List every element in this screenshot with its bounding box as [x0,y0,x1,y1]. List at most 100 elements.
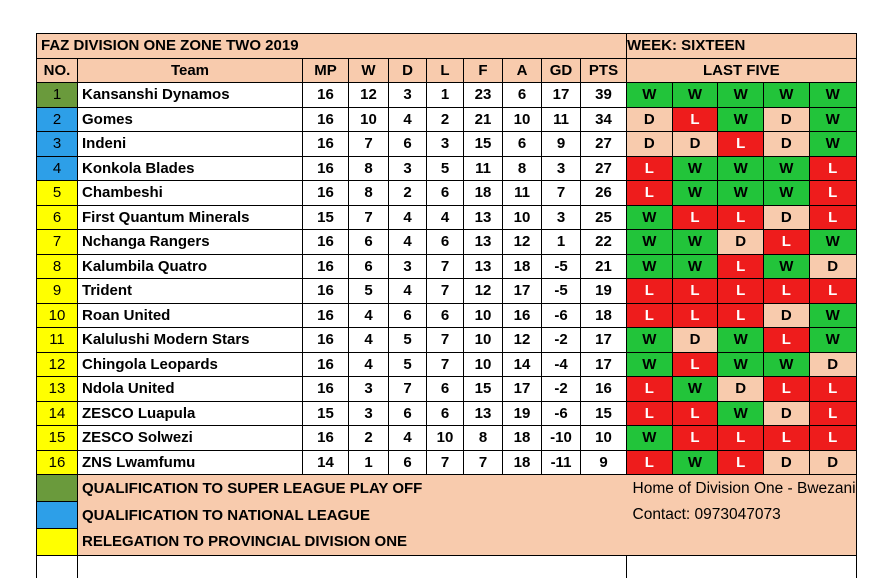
stat-l: 6 [426,400,464,426]
stat-pts: 39 [580,82,627,108]
stat-f: 10 [463,302,503,328]
position-cell: 9 [36,278,78,304]
position-cell: 15 [36,425,78,451]
stat-f: 10 [463,327,503,353]
result-badge: W [626,253,673,279]
result-badge: D [626,106,673,132]
header-l: L [426,57,464,83]
stat-mp: 16 [302,106,349,132]
result-badge: D [671,131,719,157]
stat-gd: 11 [541,106,581,132]
stat-w: 4 [348,302,389,328]
result-badge: W [626,425,673,451]
team-name: First Quantum Minerals [77,204,303,230]
result-badge: W [626,327,673,353]
result-badge: D [763,449,810,475]
team-name: ZESCO Luapula [77,400,303,426]
stat-l: 6 [426,302,464,328]
header-gd: GD [541,57,581,83]
contact-blank [626,528,857,556]
stat-f: 15 [463,376,503,402]
team-name: Ndola United [77,376,303,402]
stat-w: 12 [348,82,389,108]
stat-d: 4 [388,204,427,230]
stat-pts: 27 [580,131,627,157]
position-cell: 11 [36,327,78,353]
result-badge: D [808,253,857,279]
stat-l: 7 [426,327,464,353]
stat-mp: 14 [302,449,349,475]
stat-d: 3 [388,155,427,181]
stat-d: 4 [388,278,427,304]
stat-d: 3 [388,82,427,108]
legend-swatch [36,501,78,529]
stat-pts: 17 [580,351,627,377]
stat-f: 13 [463,253,503,279]
result-badge: W [671,229,719,255]
stat-mp: 16 [302,376,349,402]
position-cell: 12 [36,351,78,377]
table-title: FAZ DIVISION ONE ZONE TWO 2019 [36,33,627,59]
stat-d: 3 [388,253,427,279]
stat-mp: 16 [302,425,349,451]
stat-l: 6 [426,180,464,206]
table-row: 11 Kalulushi Modern Stars 16 4 5 7 10 12 -2 17 W D W… [36,327,857,353]
result-badge: L [717,204,765,230]
legend-label: RELEGATION TO PROVINCIAL DIVISION ONE [77,528,627,556]
position-cell: 3 [36,131,78,157]
stat-d: 4 [388,229,427,255]
result-badge: L [717,253,765,279]
result-badge: L [763,229,810,255]
stat-f: 8 [463,425,503,451]
result-badge: W [717,155,765,181]
stat-w: 8 [348,155,389,181]
legend-row: QUALIFICATION TO NATIONAL LEAGUE Contact:… [36,501,857,529]
result-badge: W [671,449,719,475]
legend-row: QUALIFICATION TO SUPER LEAGUE PLAY OFF Ho… [36,474,857,502]
table-row: 12 Chingola Leopards 16 4 5 7 10 14 -4 17 W L W W D [36,351,857,377]
stat-gd: 17 [541,82,581,108]
stat-f: 7 [463,449,503,475]
stat-f: 13 [463,400,503,426]
result-badge: L [763,376,810,402]
result-badge: W [808,229,857,255]
stat-gd: 3 [541,204,581,230]
stat-gd: -6 [541,302,581,328]
stat-mp: 16 [302,131,349,157]
header-row: NO. Team MP W D L F A GD PTS LAST FIVE [36,57,857,83]
header-no: NO. [36,57,78,83]
stat-w: 1 [348,449,389,475]
result-badge: D [626,131,673,157]
stat-mp: 15 [302,204,349,230]
stat-a: 18 [502,449,542,475]
stat-a: 17 [502,278,542,304]
result-badge: L [626,376,673,402]
result-badge: L [626,278,673,304]
result-badge: W [763,82,810,108]
header-f: F [463,57,503,83]
result-badge: L [717,302,765,328]
result-badge: D [808,351,857,377]
result-badge: W [763,180,810,206]
team-name: Chambeshi [77,180,303,206]
result-badge: W [717,351,765,377]
result-badge: W [763,351,810,377]
stat-a: 6 [502,131,542,157]
result-badge: L [626,180,673,206]
stat-a: 17 [502,376,542,402]
legend-label: QUALIFICATION TO SUPER LEAGUE PLAY OFF [77,474,627,502]
stat-w: 3 [348,400,389,426]
result-badge: D [717,229,765,255]
stat-a: 16 [502,302,542,328]
result-badge: W [717,180,765,206]
stat-a: 18 [502,425,542,451]
stat-gd: 7 [541,180,581,206]
result-badge: W [626,82,673,108]
stat-mp: 16 [302,351,349,377]
stat-pts: 18 [580,302,627,328]
stat-w: 6 [348,229,389,255]
result-badge: W [671,155,719,181]
stat-w: 7 [348,204,389,230]
table-row: 10 Roan United 16 4 6 6 10 16 -6 18 L L L D W [36,302,857,328]
result-badge: D [763,204,810,230]
